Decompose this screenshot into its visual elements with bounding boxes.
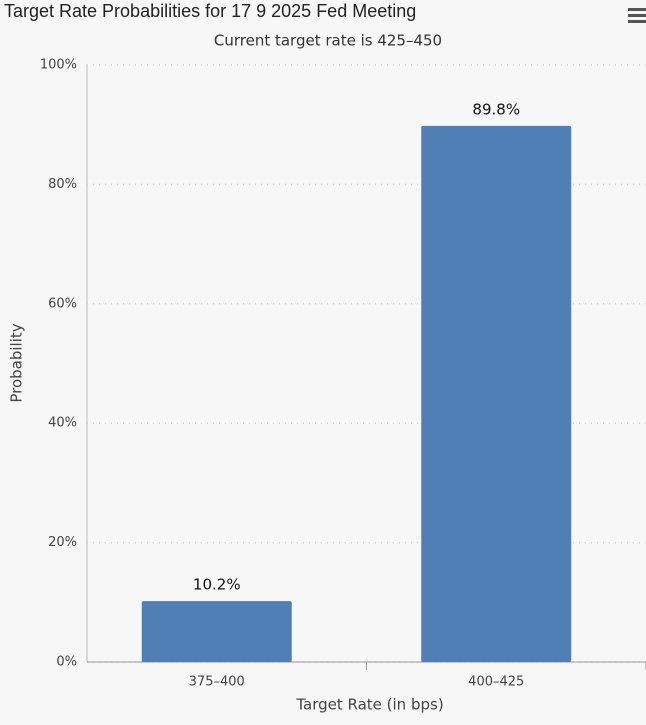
y-tick-label: 40% xyxy=(48,416,77,431)
menu-button[interactable] xyxy=(628,8,646,23)
data-label: 89.8% xyxy=(472,100,520,118)
menu-bar xyxy=(628,14,646,17)
y-tick-label: 80% xyxy=(48,177,77,192)
chart-title: Target Rate Probabilities for 17 9 2025 … xyxy=(4,1,416,21)
y-tick-label: 0% xyxy=(56,655,77,670)
y-tick-label: 20% xyxy=(48,535,77,550)
chart-subtitle: Current target rate is 425–450 xyxy=(214,32,442,50)
menu-bar xyxy=(628,20,646,23)
x-tick-label: 400–425 xyxy=(468,675,524,690)
menu-bar xyxy=(628,8,646,11)
y-tick-label: 100% xyxy=(40,58,77,73)
y-tick-label: 60% xyxy=(48,296,77,311)
data-label: 10.2% xyxy=(193,576,241,594)
y-axis-label: Probability xyxy=(8,323,26,402)
bar xyxy=(141,601,292,662)
x-tick-label: 375–400 xyxy=(189,675,245,690)
bar xyxy=(421,125,572,663)
x-axis-label: Target Rate (in bps) xyxy=(295,696,443,714)
